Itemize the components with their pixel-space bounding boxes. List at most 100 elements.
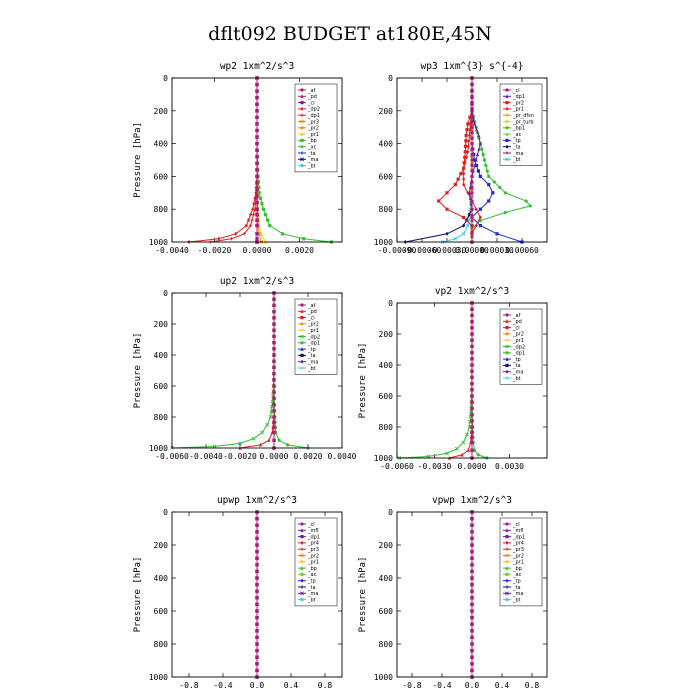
- data-point: [255, 148, 259, 152]
- legend-marker: [505, 363, 509, 367]
- data-point: [470, 609, 474, 613]
- y-tick-label: 0: [388, 508, 393, 517]
- y-axis-label: Pressure [hPa]: [358, 557, 368, 633]
- legend: _cl_mfl_dp1_pr4_pr3_pr2_pr1_bp_ac_tp_ta_…: [499, 517, 543, 607]
- data-point: [470, 180, 474, 184]
- legend-entry: _pr_turb: [503, 119, 534, 125]
- data-point: [255, 109, 259, 113]
- legend-marker: [300, 598, 304, 602]
- legend-label: _ma: [307, 360, 318, 366]
- legend-entry: _cl: [503, 88, 520, 94]
- legend-marker: [505, 547, 509, 551]
- legend-entry: _ma: [503, 370, 523, 376]
- legend-label: _pd: [307, 94, 317, 100]
- legend-marker: [300, 553, 304, 558]
- series-line: [471, 303, 488, 459]
- legend-marker: [505, 522, 509, 526]
- legend-label: _pr3: [307, 547, 319, 553]
- legend-entry: _af: [298, 88, 316, 94]
- data-point: [472, 448, 477, 452]
- legend-marker: [300, 578, 304, 583]
- legend-entry: _ta: [298, 151, 316, 157]
- legend-label: _ma: [512, 151, 523, 157]
- legend-label: _pr_dfsn: [512, 113, 534, 119]
- x-tick-label: 0.0030: [495, 462, 524, 471]
- data-point: [470, 382, 474, 386]
- legend-marker: [300, 585, 304, 589]
- legend-entry: _dp1: [298, 341, 320, 347]
- data-point: [470, 406, 474, 410]
- legend-label: _ma: [307, 591, 318, 597]
- data-point: [272, 372, 276, 376]
- y-tick-label: 200: [154, 320, 169, 329]
- legend-marker: [300, 316, 304, 320]
- data-point: [470, 550, 474, 554]
- legend-marker: [300, 535, 304, 539]
- legend-entry: _pr1: [298, 132, 319, 138]
- data-point: [255, 642, 259, 646]
- data-point: [272, 420, 276, 424]
- series-line: [171, 293, 275, 449]
- legend: _af_pd_cl_pr2_pr1_dp2_dp1_tp_ta_ma_bt: [294, 298, 338, 375]
- data-point: [470, 589, 474, 593]
- y-tick-label: 400: [154, 140, 169, 149]
- legend-marker: [300, 347, 304, 351]
- data-point: [470, 536, 474, 541]
- data-point: [470, 642, 474, 646]
- data-point: [234, 231, 238, 236]
- legend-marker: [505, 591, 509, 596]
- legend-marker: [300, 101, 304, 105]
- legend-marker: [505, 585, 509, 589]
- legend: _cl_dp1_pr2_pr1_pr_dfsn_pr_turb_bp1_ac_t…: [499, 83, 543, 166]
- data-point: [257, 185, 261, 189]
- data-point: [528, 204, 532, 208]
- legend-entry: _pr4: [298, 541, 319, 547]
- legend-entry: _ta: [503, 585, 521, 591]
- data-point: [474, 163, 479, 168]
- legend-entry: _ac: [298, 572, 317, 578]
- legend-marker: [505, 376, 509, 380]
- y-axis-label: Pressure [hPa]: [133, 557, 143, 633]
- data-point: [470, 82, 474, 87]
- y-axis-label: Pressure [hPa]: [133, 122, 143, 198]
- y-tick-label: 600: [154, 172, 169, 181]
- y-tick-label: 400: [379, 361, 394, 370]
- data-point: [255, 168, 259, 172]
- data-point: [255, 181, 259, 185]
- data-point: [470, 147, 474, 151]
- data-point: [464, 139, 468, 143]
- legend-marker: [300, 119, 304, 124]
- figure-title: dflt092 BUDGET at180E,45N: [208, 23, 492, 45]
- legend-marker: [505, 132, 509, 136]
- data-point: [495, 232, 499, 236]
- data-point: [258, 442, 262, 447]
- legend-entry: _pr3: [298, 119, 319, 125]
- legend-label: _dp2: [512, 344, 525, 350]
- data-point: [470, 215, 474, 219]
- series-dp1: [208, 76, 259, 244]
- data-point: [462, 177, 466, 182]
- data-point: [272, 347, 276, 351]
- y-tick-label: 200: [379, 541, 394, 550]
- legend-entry: _cl: [298, 522, 315, 528]
- data-point: [478, 141, 482, 146]
- legend-entry: _tp: [298, 579, 316, 585]
- legend-label: _bt: [512, 597, 521, 603]
- legend-entry: _ma: [298, 591, 318, 597]
- legend-entry: _dp2: [298, 107, 320, 113]
- legend-marker: [505, 344, 509, 349]
- legend-entry: _ta: [298, 353, 316, 359]
- data-point: [255, 569, 259, 574]
- legend-marker: [300, 164, 304, 168]
- data-point: [468, 127, 472, 132]
- legend-entry: _pr1: [503, 560, 524, 566]
- data-point: [473, 163, 477, 168]
- legend-label: _mfl: [512, 528, 524, 534]
- data-point: [260, 430, 265, 435]
- legend-marker: [505, 113, 509, 117]
- series-line: [188, 78, 258, 243]
- data-point: [470, 430, 474, 434]
- data-point: [478, 215, 482, 220]
- legend-label: _cl: [307, 315, 315, 321]
- data-point: [470, 158, 474, 162]
